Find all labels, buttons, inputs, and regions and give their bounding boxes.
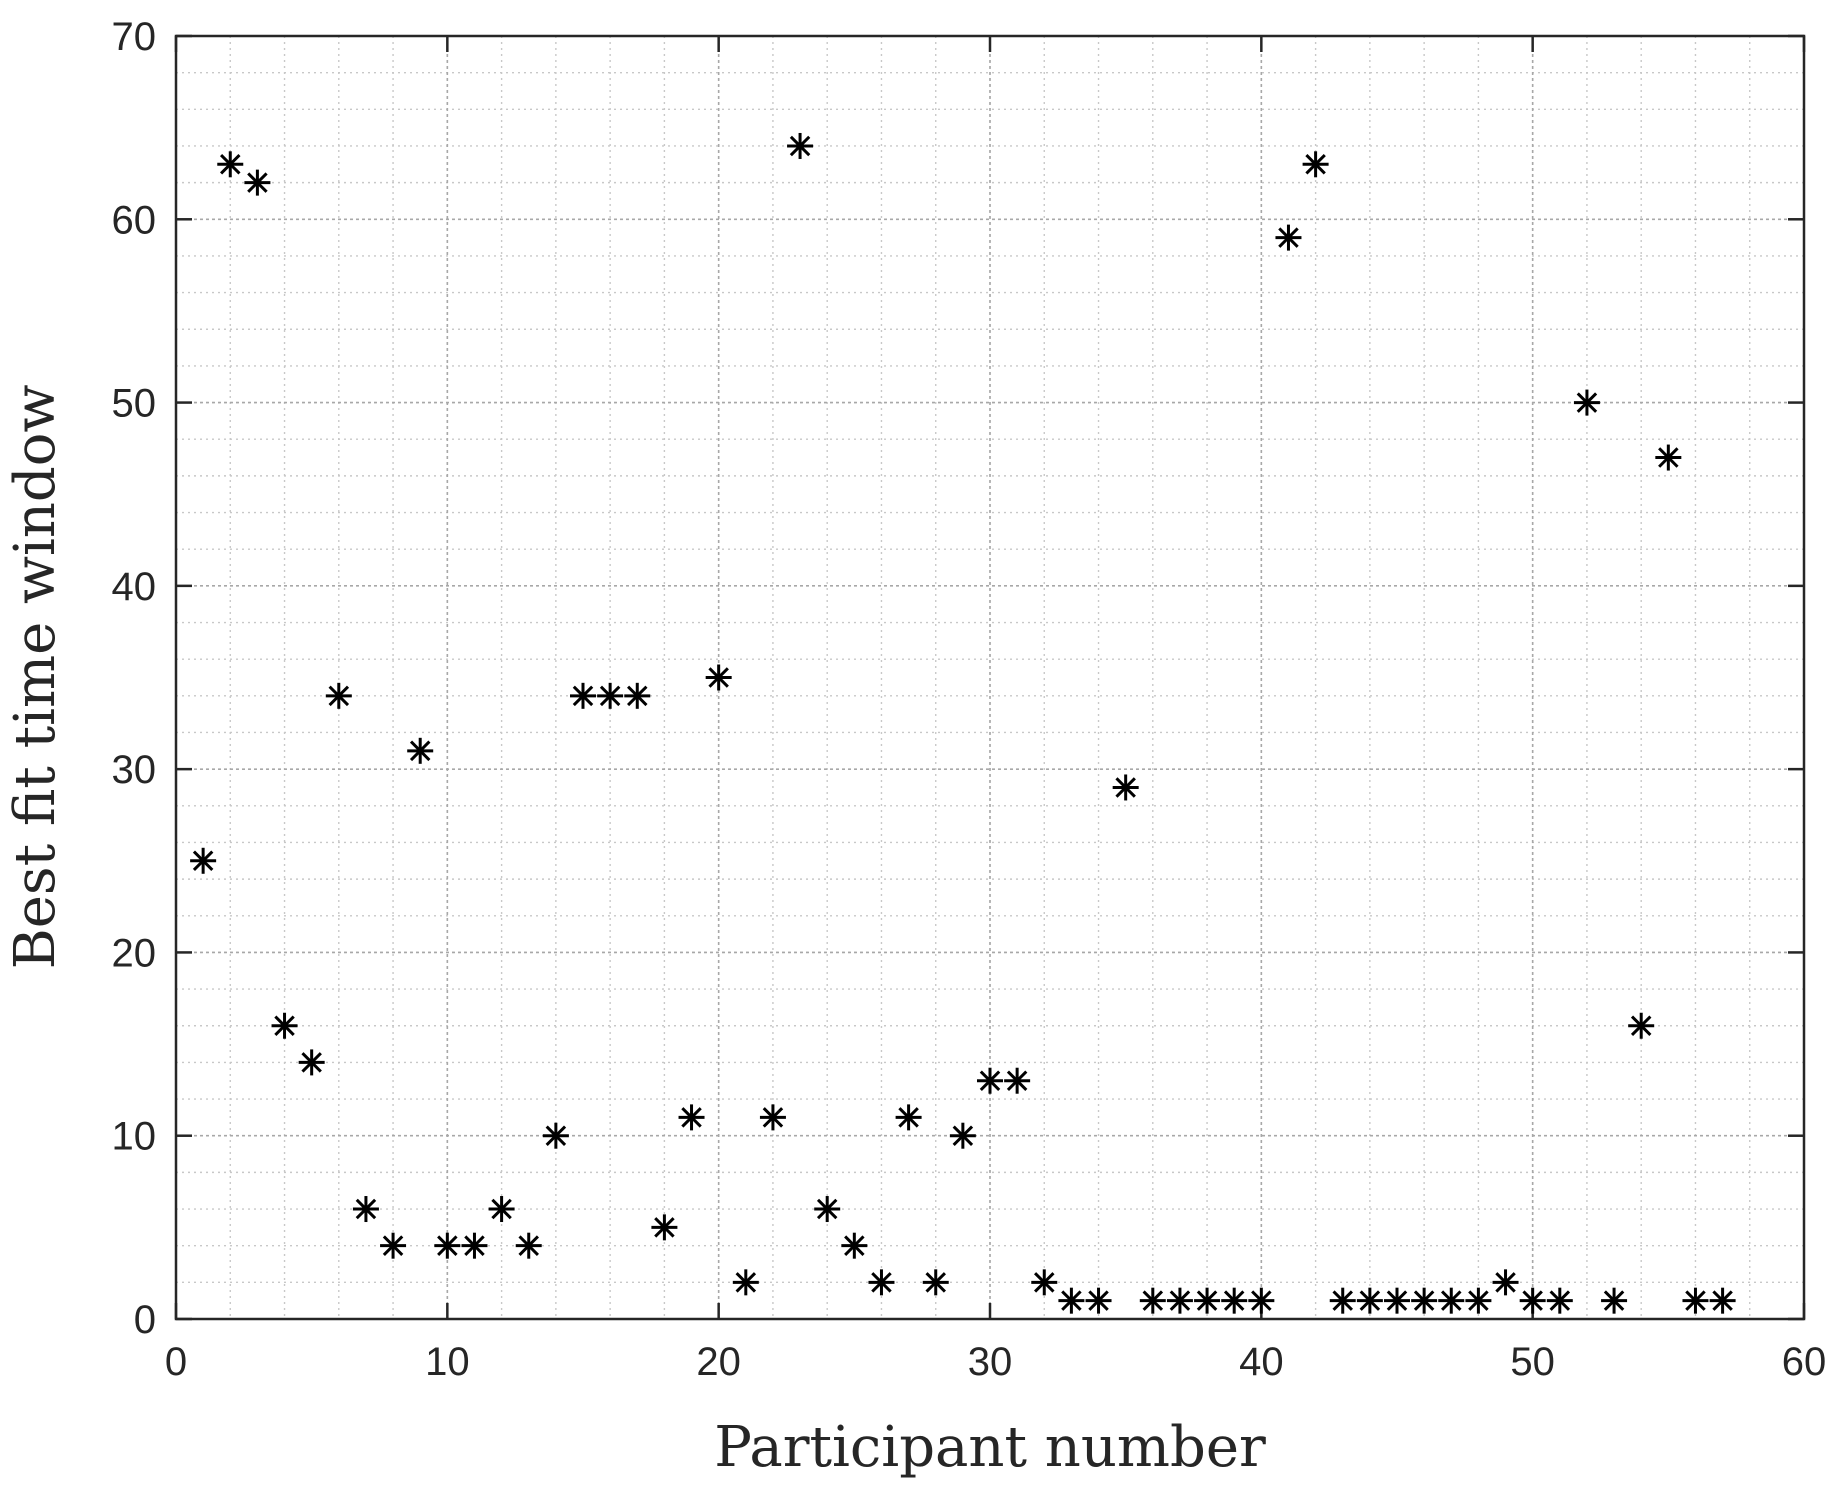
data-point <box>1221 1287 1248 1314</box>
data-point <box>380 1232 407 1259</box>
x-tick-label: 50 <box>1510 1340 1555 1384</box>
data-point <box>1085 1287 1112 1314</box>
data-markers <box>190 132 1736 1314</box>
data-point <box>1031 1269 1058 1296</box>
data-point <box>1492 1269 1519 1296</box>
data-point <box>542 1122 569 1149</box>
data-point <box>977 1067 1003 1094</box>
y-axis-label: Best fit time window <box>3 385 68 970</box>
data-point <box>1411 1287 1438 1314</box>
data-point <box>1329 1287 1356 1314</box>
data-point <box>787 132 814 159</box>
data-point <box>814 1196 841 1223</box>
y-tick-label: 10 <box>112 1115 157 1159</box>
data-point <box>1682 1287 1709 1314</box>
data-point <box>1112 774 1139 801</box>
x-tick-label: 30 <box>968 1340 1013 1384</box>
data-point <box>597 682 624 709</box>
data-point <box>1709 1287 1736 1314</box>
data-point <box>1465 1287 1492 1314</box>
x-axis-label: Participant number <box>714 1415 1266 1480</box>
data-point <box>190 847 217 874</box>
data-point <box>434 1232 461 1259</box>
data-point <box>1546 1287 1573 1314</box>
data-point <box>759 1104 786 1131</box>
data-point <box>244 169 271 196</box>
data-point <box>298 1049 325 1076</box>
y-tick-label: 30 <box>112 748 157 792</box>
data-point <box>1302 151 1329 178</box>
data-point <box>624 682 651 709</box>
data-point <box>1004 1067 1031 1094</box>
data-point <box>949 1122 976 1149</box>
data-point <box>1058 1287 1085 1314</box>
data-point <box>1139 1287 1166 1314</box>
y-tick-label: 60 <box>112 198 157 242</box>
data-point <box>1601 1287 1628 1314</box>
data-point <box>1166 1287 1193 1314</box>
x-tick-label: 10 <box>425 1340 470 1384</box>
data-point <box>488 1196 515 1223</box>
data-point <box>570 682 596 709</box>
data-point <box>271 1012 298 1039</box>
data-point <box>1655 444 1682 471</box>
data-point <box>868 1269 895 1296</box>
data-point <box>841 1232 868 1259</box>
data-point <box>895 1104 922 1131</box>
data-point <box>1384 1287 1410 1314</box>
data-point <box>515 1232 542 1259</box>
data-point <box>1275 224 1302 251</box>
data-point <box>1519 1287 1546 1314</box>
x-tick-label: 20 <box>696 1340 741 1384</box>
data-point <box>1248 1287 1275 1314</box>
data-point <box>678 1104 705 1131</box>
data-point <box>325 682 352 709</box>
x-tick-label: 60 <box>1782 1340 1827 1384</box>
y-tick-label: 20 <box>112 931 157 975</box>
y-tick-label: 0 <box>134 1298 156 1342</box>
data-point <box>732 1269 759 1296</box>
x-tick-label: 0 <box>165 1340 187 1384</box>
data-point <box>1356 1287 1383 1314</box>
data-point <box>1194 1287 1221 1314</box>
data-point <box>352 1196 379 1223</box>
y-axis-ticks: 0 10 20 30 40 50 60 70 <box>112 15 1804 1342</box>
y-tick-label: 50 <box>112 382 157 426</box>
data-point <box>407 737 434 764</box>
y-tick-label: 40 <box>112 565 157 609</box>
data-point <box>1628 1012 1655 1039</box>
data-point <box>651 1214 678 1241</box>
y-tick-label: 70 <box>112 15 157 59</box>
data-point <box>705 664 732 691</box>
data-point <box>922 1269 949 1296</box>
data-point <box>217 151 244 178</box>
data-point <box>1573 389 1600 416</box>
data-point <box>1438 1287 1465 1314</box>
x-tick-label: 40 <box>1239 1340 1284 1384</box>
data-point <box>461 1232 488 1259</box>
x-axis-ticks: 0 10 20 30 40 50 60 <box>165 36 1826 1384</box>
